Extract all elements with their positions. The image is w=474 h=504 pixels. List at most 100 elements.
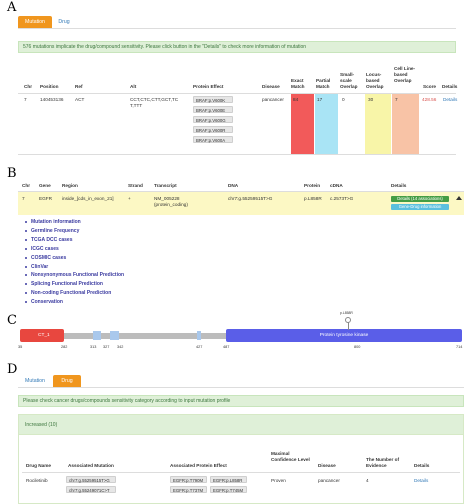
header-b-transcript: Transcript	[154, 183, 177, 188]
cell-b-region: inside_[cds_in_exon_21]	[62, 196, 114, 201]
table-b-header-divider	[18, 191, 464, 192]
mutation-badge[interactable]: chr7:g.55249071C>T	[66, 486, 116, 493]
menu-bullet-icon	[25, 274, 27, 277]
menu-bullet-icon	[25, 292, 27, 295]
menu-bullet-icon	[25, 221, 27, 223]
cell-b-cdna: c.2573T>G	[330, 196, 354, 201]
tab-bar-a: Mutation Drug	[18, 16, 456, 29]
lollipop-stem	[348, 322, 349, 330]
menu-bullet-icon	[25, 301, 27, 304]
tick-label: 282	[61, 345, 68, 349]
annotation-menu-item[interactable]: Mutation information	[31, 219, 81, 225]
tick-label: 313	[90, 345, 97, 349]
protein-effect-badge[interactable]: EGFR:p.T790M	[170, 476, 207, 483]
tab-drug[interactable]: Drug	[53, 375, 81, 387]
panel-label-b: B	[7, 166, 17, 181]
protein-effect-badge[interactable]: EGFR:p.T745M	[210, 486, 247, 493]
drug-sensitivity-alert: Please check cancer drugs/compounds sens…	[18, 395, 464, 407]
cell-exact-match: 84	[293, 97, 299, 102]
tick-label: 35	[18, 345, 23, 349]
tick-label: 327	[103, 345, 110, 349]
small-domain	[110, 331, 119, 340]
header-b-protein: Protein	[304, 183, 321, 188]
menu-bullet-icon	[25, 283, 27, 286]
cell-disease: pancancer	[262, 97, 284, 102]
cell-alt-line2: T,TTT	[130, 103, 143, 108]
panel-label-d: D	[7, 362, 18, 377]
annotation-menu-item[interactable]: ICGC cases	[31, 245, 59, 252]
collapse-caret-icon[interactable]	[456, 196, 462, 200]
panel-label-a: A	[7, 0, 17, 15]
header-number-of-evidence: The Number of Evidence	[366, 457, 400, 468]
cell-cellline-overlap: 7	[395, 97, 398, 102]
menu-bullet-icon	[25, 247, 27, 250]
protein-effect-badge[interactable]: BRAF:p.V600K	[193, 96, 233, 103]
small-domain	[197, 331, 201, 340]
protein-effect-badge[interactable]: EGFR:p.L858R	[210, 476, 247, 483]
cell-d-disease: pancancer	[318, 478, 340, 483]
header-d-disease: Disease	[318, 463, 336, 468]
header-locus-based-overlap: Locus-based Overlap	[366, 72, 384, 89]
mutation-badge[interactable]: chr7:g.55259515T>G	[66, 476, 116, 483]
annotation-menu-item[interactable]: Non-coding Functional Prediction	[31, 290, 112, 297]
header-position: Position	[40, 84, 59, 89]
cell-evidence: 4	[366, 478, 369, 483]
gene-drug-information-button[interactable]: Gene-Drug information	[391, 204, 449, 210]
annotation-menu-item[interactable]: Germline Frequency	[31, 227, 80, 234]
domain-ct1[interactable]: CT_1	[20, 329, 64, 342]
annotation-menu-item[interactable]: Splicing Functional Prediction	[31, 281, 103, 288]
protein-effect-badge[interactable]: BRAF:p.V600R	[193, 126, 233, 133]
cell-alt-line1: CCT,CTC,CTT,GCT,TC	[130, 97, 179, 102]
tab-mutation[interactable]: Mutation	[18, 16, 52, 28]
details-associations-button[interactable]: Details (14 associations)	[391, 196, 449, 202]
header-protein-effect: Protein Effect	[193, 84, 224, 89]
mutation-count-alert: 576 mutations implicate the drug/compoun…	[18, 41, 456, 53]
header-alt: Alt	[130, 84, 137, 89]
annotation-menu-item[interactable]: TCGA DCC cases	[31, 236, 73, 243]
protein-effect-badge[interactable]: BRAF:p.V600A	[193, 136, 233, 143]
panel-label-c: C	[7, 313, 17, 328]
increased-panel-heading[interactable]	[18, 414, 464, 435]
annotation-menu-item[interactable]: Nonsynonymous Functional Prediction	[31, 272, 125, 279]
details-link[interactable]: Details	[443, 97, 458, 102]
drug-details-link[interactable]: Details	[414, 478, 429, 483]
header-associated-mutation: Associated Mutation	[68, 463, 114, 468]
tick-label: 342	[117, 345, 124, 349]
locus-overlap-column	[365, 94, 391, 154]
header-d-details: Details	[414, 463, 430, 468]
lollipop-label: p.L858R	[340, 311, 353, 315]
lollipop-head[interactable]	[345, 317, 351, 323]
header-b-cdna: cDNA	[330, 183, 343, 188]
partial-match-column	[315, 94, 338, 154]
header-small-scale-overlap: Small-scale Overlap	[340, 72, 358, 89]
cell-b-protein: p.L858R	[304, 196, 322, 201]
header-b-chr: Chr	[22, 183, 31, 188]
header-score: Score	[423, 84, 437, 89]
cell-b-strand: +	[128, 196, 131, 201]
protein-effect-badge[interactable]: BRAF:p.V600G	[193, 116, 233, 123]
tick-label: 427	[196, 345, 203, 349]
annotation-menu-item[interactable]: Conservation	[31, 299, 63, 306]
tab-mutation[interactable]: Mutation	[18, 375, 52, 387]
table-d-header-divider	[22, 472, 460, 473]
annotation-menu-item[interactable]: COSMIC cases	[31, 254, 67, 261]
cell-position: 140453136	[40, 97, 64, 102]
protein-domain-track: CT_1 Protein tyrosine kinase	[20, 329, 462, 343]
protein-effect-badge[interactable]: BRAF:p.V600E	[193, 106, 233, 113]
tick-label: 714	[456, 345, 463, 349]
header-maximal-confidence-level: Maximal Confidence Level	[271, 451, 310, 462]
header-exact-match: Exact Match	[291, 78, 305, 89]
annotation-menu-item[interactable]: ClinVar	[31, 263, 49, 270]
increased-panel-title[interactable]: Increased (10)	[25, 422, 58, 428]
cell-small-scale-overlap: 0	[342, 97, 345, 102]
menu-bullet-icon	[25, 238, 27, 241]
tick-label: 800	[354, 345, 361, 349]
tab-drug[interactable]: Drug	[52, 16, 76, 28]
header-ref: Ref	[75, 84, 83, 89]
cell-b-dna: chr7:g.55259515T>G	[228, 196, 273, 201]
protein-effect-badge[interactable]: EGFR:p.T737M	[170, 486, 207, 493]
cellline-overlap-column	[392, 94, 419, 154]
variant-row	[18, 192, 464, 215]
domain-protein-tyrosine-kinase[interactable]: Protein tyrosine kinase	[226, 329, 462, 342]
table-a-header-divider	[18, 93, 456, 94]
